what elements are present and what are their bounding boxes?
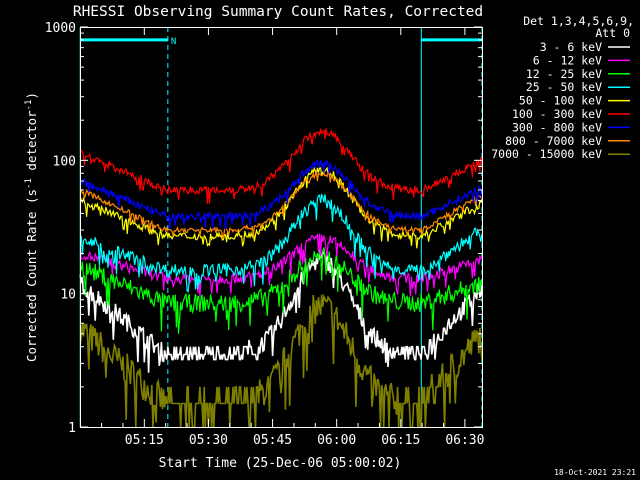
x-tick-label: 06:15 xyxy=(381,433,420,448)
night-bar-label: N xyxy=(171,37,176,47)
series-line xyxy=(79,247,483,334)
series-line xyxy=(80,170,483,239)
series-line xyxy=(79,233,483,298)
y-axis-label-mid: detector xyxy=(24,110,39,178)
y-tick-label: 10 xyxy=(60,288,76,303)
x-tick-label: 05:15 xyxy=(125,433,164,448)
legend-label: 12 - 25 keV xyxy=(526,67,602,81)
y-axis-label-end: ) xyxy=(24,92,39,100)
legend-label: 6 - 12 keV xyxy=(533,53,602,67)
x-tick-label: 06:00 xyxy=(317,433,356,448)
y-axis-label-start: Corrected Count Rate (s xyxy=(24,189,39,362)
y-tick-label: 100 xyxy=(53,154,76,169)
legend-header-line-1: Det 1,3,4,5,6,9, xyxy=(523,14,634,28)
series-line xyxy=(79,159,483,230)
series-line xyxy=(79,128,483,204)
y-tick-label: 1 xyxy=(68,421,76,436)
legend-label: 25 - 50 keV xyxy=(526,80,602,94)
series-line xyxy=(79,192,483,294)
series-line xyxy=(79,166,483,249)
y-axis-label: Corrected Count Rate (s-1 detector-1) xyxy=(24,92,39,362)
legend-label: 50 - 100 keV xyxy=(519,94,602,108)
series-line xyxy=(79,251,483,373)
series-line xyxy=(79,293,483,428)
x-axis-label: Start Time (25-Dec-06 05:00:02) xyxy=(159,456,402,471)
plot-frame xyxy=(80,27,483,428)
legend-label: 800 - 7000 keV xyxy=(505,134,602,148)
x-tick-label: 05:30 xyxy=(189,433,228,448)
plot-area: N 05:15 05:30 05:45 06:00 06:15 06:30 1 10 100 10… xyxy=(45,21,485,448)
y-tick-label: 1000 xyxy=(45,21,76,36)
legend-label: 3 - 6 keV xyxy=(540,40,602,54)
legend-label: 7000 - 15000 keV xyxy=(491,147,602,161)
legend-label: 300 - 800 keV xyxy=(512,120,602,134)
x-tick-label: 06:30 xyxy=(445,433,484,448)
x-tick-label: 05:45 xyxy=(253,433,292,448)
legend-label: 100 - 300 keV xyxy=(512,107,602,121)
legend-header-line-2: Att 0 xyxy=(595,26,630,40)
timestamp: 18-Oct-2021 23:21 xyxy=(554,468,636,477)
y-axis-label-sup-1: -1 xyxy=(24,178,34,189)
chart-title: RHESSI Observing Summary Count Rates, Co… xyxy=(73,4,483,20)
y-axis-label-sup-2: -1 xyxy=(24,100,34,111)
